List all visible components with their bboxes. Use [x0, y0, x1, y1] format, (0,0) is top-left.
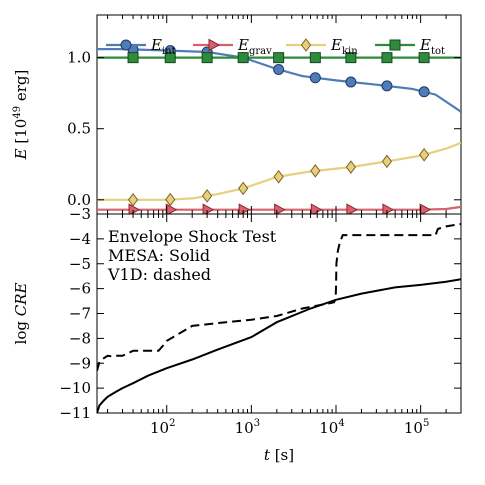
- time-x-unit: [s]: [270, 446, 294, 464]
- legend-sub-int: int: [162, 46, 176, 57]
- marker-grav: [310, 203, 323, 214]
- marker-int: [418, 86, 430, 98]
- marker-kin: [238, 181, 249, 196]
- energy-y-var: E: [12, 148, 30, 160]
- cre-y-log: log: [12, 316, 30, 344]
- marker-kin: [345, 160, 357, 174]
- time-xtick-label: 103: [235, 418, 260, 437]
- cre-ytick-label: −5: [69, 255, 91, 273]
- marker-grav: [419, 203, 432, 214]
- marker-tot: [381, 52, 393, 64]
- legend-sub-kin: kin: [342, 46, 358, 57]
- cre-annotation: Envelope Shock Test MESA: Solid V1D: das…: [107, 227, 277, 284]
- marker-grav: [128, 203, 141, 214]
- marker-tot: [237, 52, 249, 64]
- marker-tot: [127, 52, 139, 64]
- energy-panel-axes: 0.0 0.5 1.0: [67, 15, 462, 214]
- legend-sub-grav: grav: [249, 46, 272, 57]
- cre-ytick-label: −3: [69, 205, 91, 223]
- time-xtick-label: 102: [150, 418, 175, 437]
- marker-int: [273, 64, 285, 76]
- marker-tot: [345, 52, 357, 64]
- time-xtick-exp: 5: [423, 418, 429, 429]
- time-xtick-label: 104: [319, 418, 344, 437]
- legend-marker-tot: [389, 39, 401, 51]
- energy-ytick-label: 0.5: [67, 120, 91, 138]
- legend-var-kin: E: [330, 36, 342, 54]
- legend-marker-kin: [300, 38, 312, 52]
- annotation-line-v1d: V1D: dashed: [107, 265, 211, 284]
- time-xtick-base: 10: [150, 419, 169, 437]
- series-line-grav: [97, 205, 461, 211]
- marker-int: [345, 76, 357, 88]
- marker-tot: [418, 52, 430, 64]
- legend-var-tot: E: [419, 36, 431, 54]
- cre-y-axis-label: log CRE: [12, 282, 30, 344]
- cre-ytick-label: −7: [69, 305, 91, 323]
- legend-var-int: E: [150, 36, 162, 54]
- cre-panel-series: [97, 223, 461, 413]
- legend-label-grav: Egrav: [237, 36, 272, 57]
- cre-ytick-label: −11: [59, 404, 91, 422]
- cre-ytick-label: −10: [59, 379, 91, 397]
- cre-ytick-label: −8: [69, 329, 91, 347]
- series-line-v1d: [97, 223, 461, 371]
- marker-grav: [382, 203, 394, 214]
- energy-panel-series: [97, 43, 461, 214]
- legend-label-tot: Etot: [419, 36, 445, 57]
- energy-panel: 0.00.51.0 Eint Egrav Ekin Etot E [1049 erg]: [12, 14, 462, 215]
- marker-grav: [238, 203, 251, 214]
- marker-int: [309, 72, 321, 84]
- legend-sub-tot: tot: [431, 46, 445, 57]
- time-xtick-base: 10: [235, 419, 254, 437]
- marker-grav: [202, 203, 215, 214]
- time-xtick-base: 10: [319, 419, 338, 437]
- energy-y-exp: 49: [12, 106, 23, 119]
- legend-var-grav: E: [237, 36, 249, 54]
- marker-grav: [346, 203, 358, 214]
- legend-label-int: Eint: [150, 36, 176, 57]
- marker-kin: [127, 192, 139, 207]
- cre-ytick-label: −6: [69, 280, 91, 298]
- energy-legend: Eint Egrav Ekin Etot: [106, 36, 445, 57]
- legend-label-kin: Ekin: [330, 36, 358, 57]
- energy-y-unit: erg]: [12, 70, 30, 106]
- annotation-line-mesa: MESA: Solid: [108, 246, 210, 265]
- marker-kin: [418, 147, 430, 162]
- time-x-var: t: [264, 446, 271, 464]
- time-xtick-exp: 4: [338, 418, 344, 429]
- marker-int: [381, 80, 393, 92]
- legend-marker-int: [120, 39, 132, 51]
- energy-ytick-label: 1.0: [67, 49, 91, 67]
- cre-ytick-label: −9: [69, 354, 91, 372]
- marker-kin: [310, 164, 321, 178]
- legend-marker-grav: [208, 38, 221, 52]
- cre-ytick-label: −4: [69, 230, 91, 248]
- time-x-axis-label: t [s]: [264, 446, 294, 464]
- marker-tot: [201, 52, 213, 64]
- energy-y-axis-label: E [1049 erg]: [12, 70, 30, 161]
- time-xtick-base: 10: [404, 419, 423, 437]
- energy-ytick-label: 0.0: [67, 191, 91, 209]
- marker-tot: [273, 52, 285, 64]
- time-xtick-label: 105: [404, 418, 429, 437]
- series-line-int: [97, 48, 461, 113]
- energy-y-open: [10: [12, 119, 30, 149]
- marker-kin: [381, 154, 393, 169]
- marker-tot: [164, 52, 176, 64]
- marker-kin: [273, 169, 284, 184]
- time-xtick-exp: 2: [169, 418, 175, 429]
- time-xtick-exp: 3: [254, 418, 260, 429]
- annotation-line-title: Envelope Shock Test: [108, 227, 277, 246]
- marker-kin: [201, 189, 213, 203]
- cre-y-var: CRE: [12, 282, 30, 316]
- series-line-mesa: [97, 278, 461, 413]
- marker-tot: [309, 52, 321, 64]
- marker-kin: [165, 192, 176, 207]
